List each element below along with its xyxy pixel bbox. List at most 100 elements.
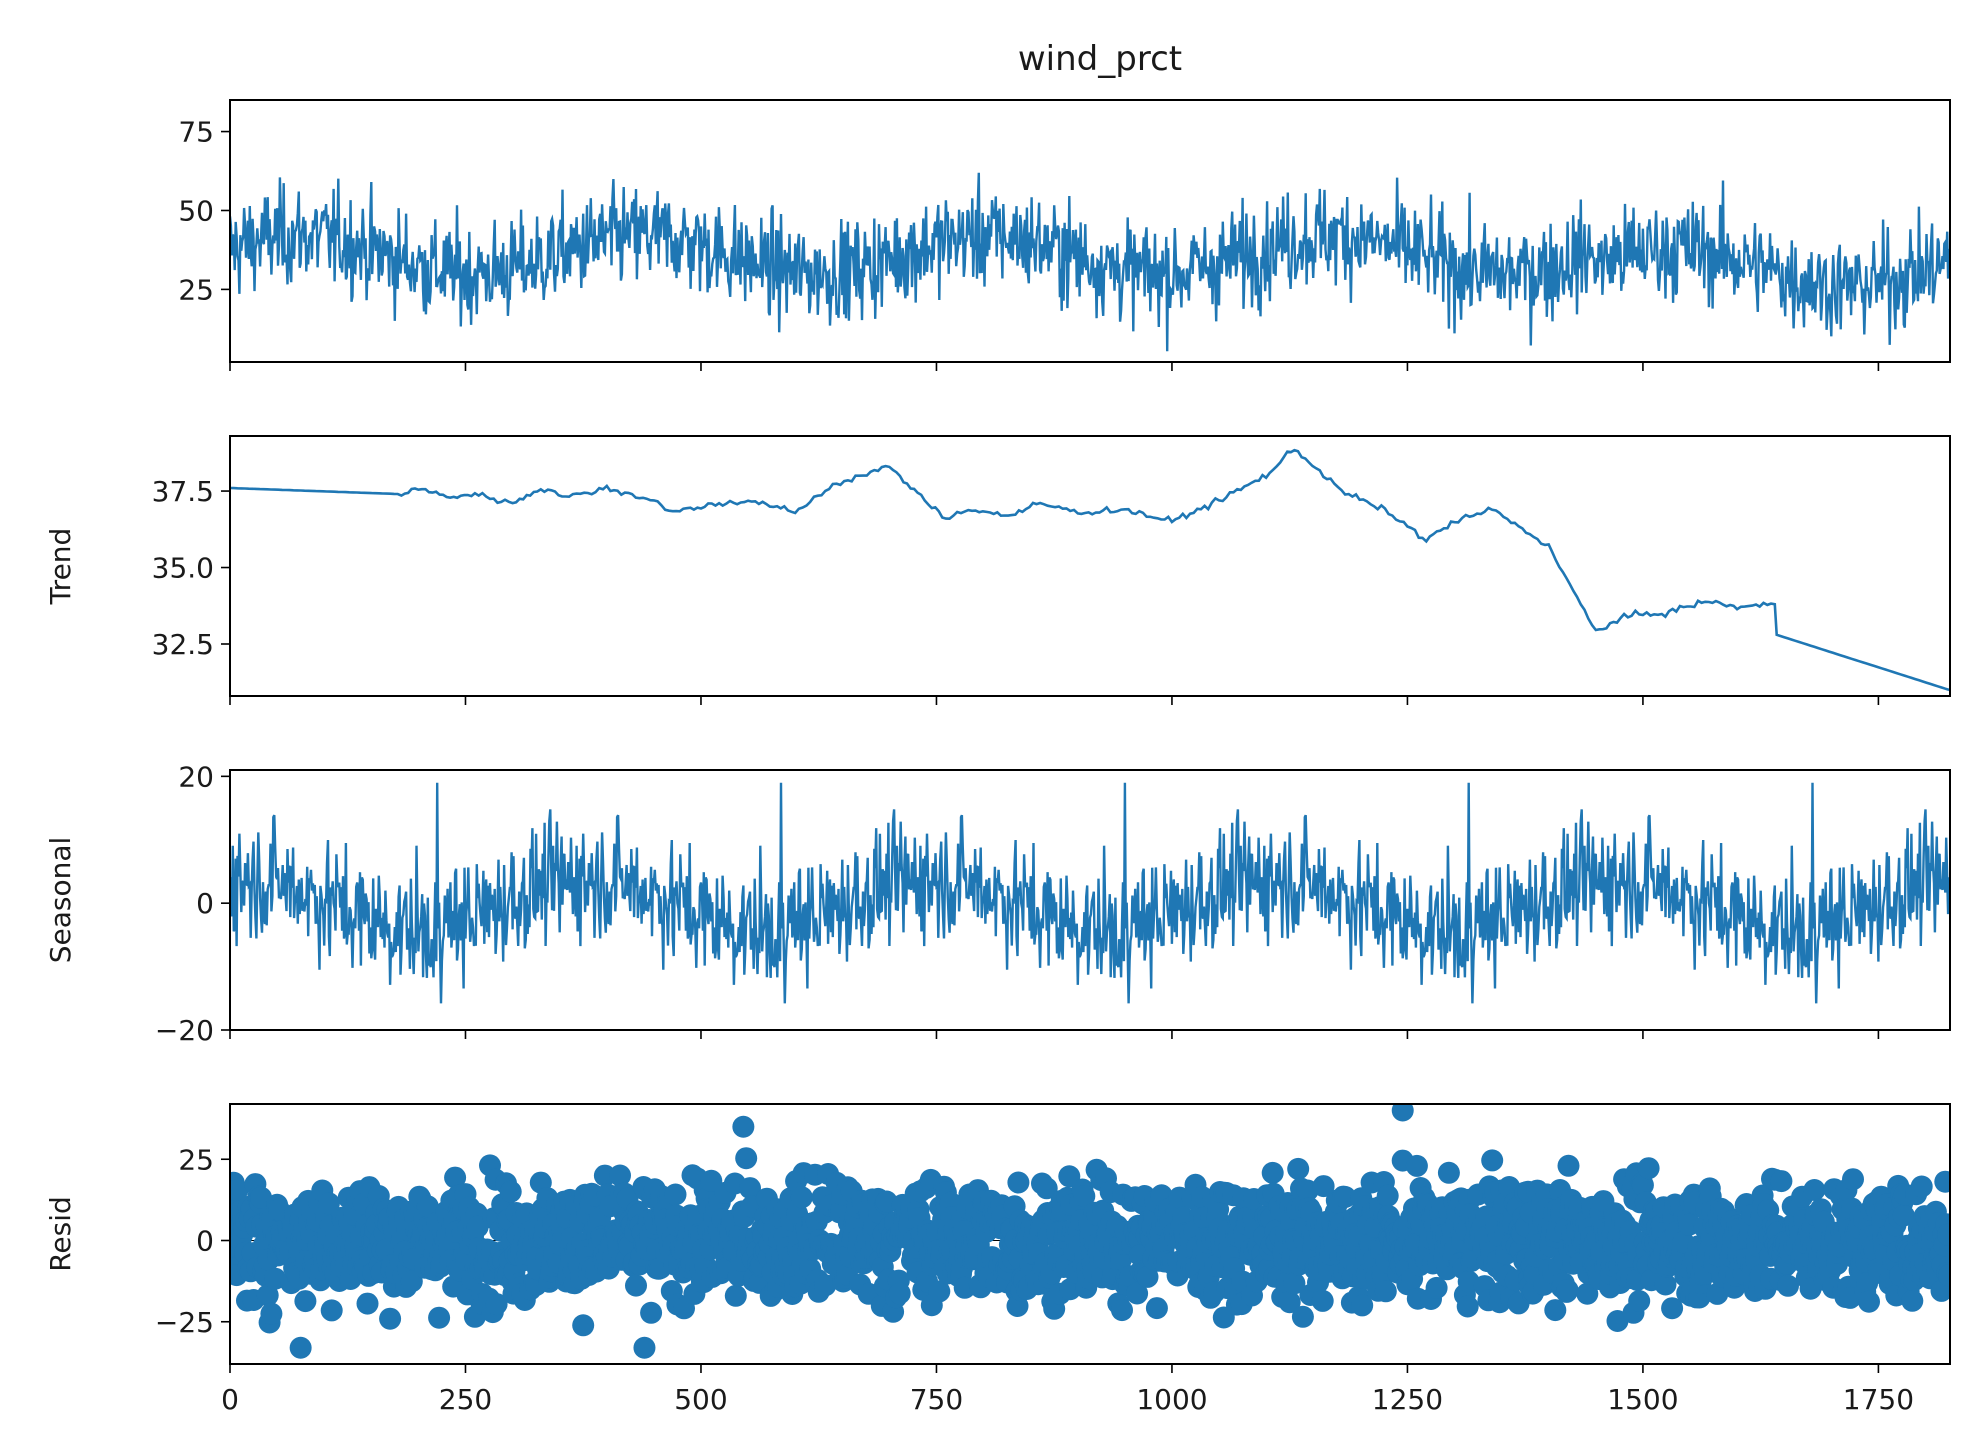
resid-point <box>1437 1161 1460 1184</box>
trend-axes-frame <box>229 435 1951 697</box>
resid-point <box>664 1183 687 1206</box>
resid-xtick-label: 750 <box>910 1383 963 1416</box>
resid-point <box>1706 1282 1729 1305</box>
resid-point <box>1111 1299 1133 1322</box>
seasonal-series <box>230 782 1950 1004</box>
resid-xtick-label: 1000 <box>1136 1383 1207 1416</box>
resid-point <box>1391 1104 1414 1122</box>
resid-ytick-label: 25 <box>178 1143 214 1176</box>
resid-point <box>640 1301 663 1324</box>
resid-point <box>1557 1154 1580 1177</box>
resid-point <box>1126 1282 1149 1305</box>
resid-point <box>888 1282 911 1305</box>
resid-point <box>739 1177 761 1200</box>
resid-point <box>1481 1149 1504 1172</box>
observed-axes-frame <box>229 99 1951 363</box>
resid-point <box>289 1336 312 1359</box>
resid-xtick-label: 1750 <box>1843 1383 1914 1416</box>
seasonal-ytick-label: 0 <box>196 887 214 920</box>
observed-ytick-label: 75 <box>178 116 214 149</box>
resid-point <box>609 1164 631 1187</box>
resid-point <box>1311 1289 1334 1312</box>
resid-point <box>1934 1170 1950 1193</box>
resid-point <box>428 1306 451 1329</box>
resid-point <box>416 1195 439 1218</box>
resid-point <box>1278 1291 1301 1314</box>
resid-point <box>294 1290 317 1313</box>
seasonal-ytick-label: 20 <box>178 760 214 793</box>
resid-point <box>1283 1272 1306 1295</box>
resid-point <box>400 1270 423 1293</box>
resid-point <box>928 1280 951 1303</box>
resid-point <box>814 1274 837 1297</box>
trend-ytick-label: 35.0 <box>152 552 214 585</box>
resid-point <box>1803 1179 1826 1201</box>
resid-point <box>1059 1278 1082 1301</box>
resid-ytick-label: 0 <box>196 1225 214 1258</box>
trend-series <box>230 448 1950 692</box>
resid-point <box>1842 1168 1864 1191</box>
resid-point <box>1628 1290 1651 1312</box>
panel-seasonal: −20 0 20 Seasonal <box>44 760 1951 1047</box>
resid-point <box>1351 1294 1374 1317</box>
resid-point <box>732 1115 755 1138</box>
resid-point <box>1858 1290 1880 1313</box>
resid-axes-frame <box>229 1103 1951 1365</box>
seasonal-axes-frame <box>229 769 1951 1031</box>
resid-point <box>444 1166 467 1189</box>
resid-point <box>1654 1273 1677 1296</box>
trend-line <box>230 448 1950 692</box>
resid-point <box>1145 1297 1168 1320</box>
resid-point <box>1901 1289 1924 1312</box>
seasonal-ylabel: Seasonal <box>44 837 77 964</box>
resid-point <box>356 1292 379 1315</box>
resid-point <box>633 1336 656 1359</box>
panel-observed: 25 50 75 <box>178 99 1951 371</box>
resid-point <box>1631 1174 1654 1197</box>
observed-series <box>230 172 1950 352</box>
figure-title: wind_prct <box>1018 39 1182 79</box>
resid-point <box>1007 1171 1030 1194</box>
resid-point <box>1910 1175 1933 1198</box>
resid-point <box>724 1284 747 1307</box>
resid-point <box>1261 1161 1284 1184</box>
resid-ylabel: Resid <box>44 1196 77 1272</box>
observed-ytick-label: 50 <box>178 194 214 227</box>
seasonal-ytick-label: −20 <box>155 1014 214 1047</box>
resid-point <box>1544 1299 1567 1322</box>
resid-point <box>256 1284 279 1307</box>
resid-point <box>1892 1204 1915 1227</box>
trend-ytick-label: 37.5 <box>152 475 214 508</box>
resid-ytick-label: −25 <box>155 1306 214 1339</box>
resid-point <box>1456 1295 1479 1318</box>
resid-point <box>1556 1279 1579 1302</box>
resid-point <box>1291 1305 1314 1328</box>
resid-xtick-label: 250 <box>439 1383 492 1416</box>
resid-point <box>1374 1280 1397 1303</box>
resid-point <box>230 1178 249 1201</box>
resid-point <box>379 1307 402 1330</box>
resid-point <box>1425 1276 1448 1299</box>
resid-point <box>1576 1282 1599 1305</box>
resid-point <box>260 1302 283 1325</box>
resid-point <box>790 1186 813 1209</box>
panel-trend: 32.5 35.0 37.5 Trend <box>44 435 1951 705</box>
resid-point <box>735 1147 758 1170</box>
seasonal-line <box>230 782 1950 1004</box>
resid-xtick-label: 1500 <box>1607 1383 1678 1416</box>
resid-point <box>1770 1170 1793 1193</box>
resid-point <box>1334 1186 1357 1208</box>
resid-points <box>230 1104 1950 1359</box>
resid-point <box>625 1274 647 1297</box>
resid-xtick-label: 500 <box>674 1383 727 1416</box>
resid-point <box>1073 1185 1096 1208</box>
resid-point <box>1035 1177 1058 1200</box>
resid-point <box>317 1192 340 1215</box>
observed-line <box>230 172 1950 352</box>
resid-point <box>1405 1154 1428 1177</box>
resid-point <box>1661 1297 1684 1320</box>
resid-point <box>1937 1223 1950 1246</box>
resid-point <box>1136 1265 1159 1288</box>
resid-point <box>1287 1157 1310 1180</box>
